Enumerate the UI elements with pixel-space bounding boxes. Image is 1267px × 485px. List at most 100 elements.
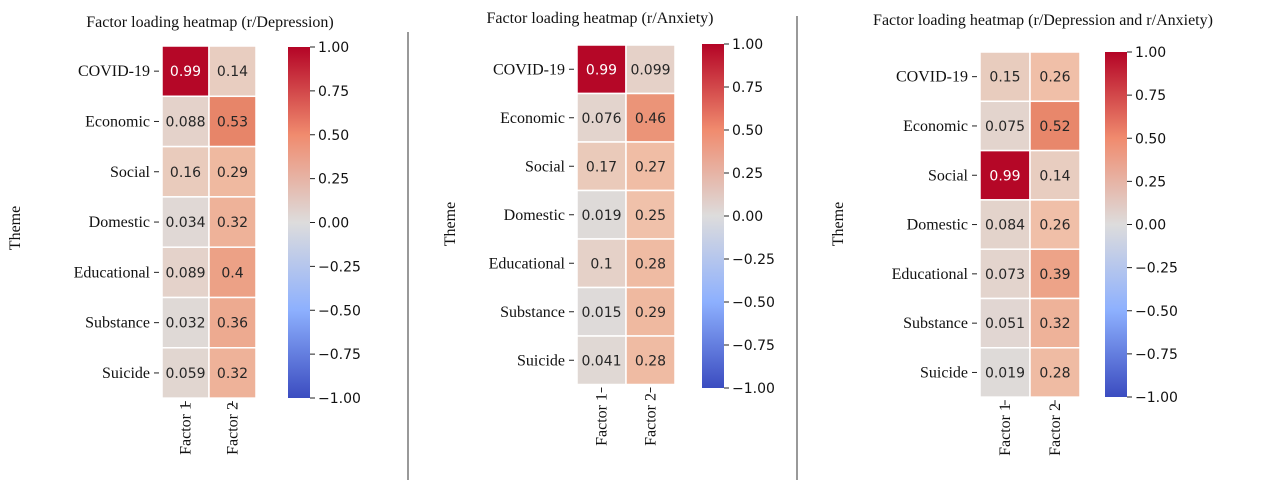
row-label: Domestic	[89, 214, 150, 231]
heatmap-cell	[208, 45, 257, 98]
cell-value-label: 0.14	[1039, 168, 1070, 184]
row-label: Economic	[85, 113, 150, 130]
cell-value-label: 0.32	[1039, 316, 1070, 332]
cell-value-label: 0.32	[217, 215, 248, 231]
panel-title: Factor loading heatmap (r/Depression and…	[873, 12, 1213, 29]
row-label: Substance	[85, 315, 150, 332]
heatmap-cell	[1029, 347, 1081, 398]
row-label: Suicide	[102, 365, 150, 382]
panel-title: Factor loading heatmap (r/Depression)	[86, 14, 333, 31]
y-axis-title: Theme	[7, 206, 24, 250]
colorbar-tick-label: 0.75	[1135, 88, 1166, 104]
cell-value-label: 0.15	[989, 70, 1020, 86]
column-label: Factor 1	[997, 403, 1014, 456]
heatmap-panel: Factor loading heatmap (r/Depression and…	[830, 12, 1213, 456]
colorbar-tick-label: −0.75	[732, 338, 775, 354]
colorbar-tick-label: −1.00	[732, 381, 775, 397]
colorbar-tick-label: 1.00	[732, 37, 763, 53]
heatmap-cell	[208, 347, 257, 399]
column-label: Factor 2	[643, 393, 660, 446]
colorbar-tick-label: 0.25	[1135, 174, 1166, 190]
heatmap-cell	[625, 189, 676, 240]
heatmap-cell	[161, 296, 210, 349]
row-label: Substance	[500, 304, 565, 321]
colorbar-tick-label: −0.25	[732, 252, 775, 268]
heatmap-cell	[208, 196, 257, 248]
cell-value-label: 0.39	[1039, 267, 1070, 283]
colorbar-tick-label: −0.75	[318, 347, 361, 363]
row-label: Social	[110, 164, 151, 181]
cell-value-label: 0.015	[581, 305, 621, 321]
heatmap-cell	[1029, 149, 1081, 201]
cell-value-label: 0.073	[985, 267, 1025, 283]
heatmap-panel: Factor loading heatmap (r/Depression) 0.9…	[7, 14, 361, 455]
cell-value-label: 0.29	[217, 165, 248, 181]
colorbar-tick-label: 0.25	[732, 166, 763, 182]
colorbar-tick-label: 0.50	[318, 128, 349, 144]
cell-value-label: 0.53	[217, 114, 248, 130]
colorbar-tick-label: −0.50	[732, 295, 775, 311]
cell-value-label: 0.26	[1039, 70, 1070, 86]
colorbar-tick-label: 0.75	[732, 80, 763, 96]
column-label: Factor 1	[178, 402, 195, 455]
row-label: Educational	[74, 264, 151, 281]
cell-value-label: 0.99	[586, 62, 617, 78]
cell-value-label: 0.36	[217, 316, 248, 332]
colorbar	[702, 44, 724, 388]
cell-value-label: 0.28	[635, 256, 666, 272]
colorbar-tick-label: −1.00	[318, 391, 361, 407]
colorbar-tick-label: 0.00	[732, 209, 763, 225]
colorbar-tick-label: 0.75	[318, 84, 349, 100]
cell-value-label: 0.032	[165, 316, 205, 332]
cell-value-label: 0.4	[221, 265, 243, 281]
row-label: Substance	[903, 315, 968, 332]
colorbar-tick-label: −1.00	[1135, 390, 1178, 406]
heatmap-cell	[161, 347, 210, 399]
cell-value-label: 0.99	[989, 168, 1020, 184]
cell-value-label: 0.059	[165, 366, 205, 382]
row-label: Social	[525, 158, 566, 175]
cell-value-label: 0.28	[635, 353, 666, 369]
heatmap-cell	[576, 92, 627, 143]
colorbar-tick-label: −0.50	[318, 303, 361, 319]
cell-value-label: 0.14	[217, 64, 248, 80]
column-label: Factor 2	[225, 402, 242, 455]
cell-value-label: 0.25	[635, 208, 666, 224]
column-label: Factor 1	[594, 393, 611, 446]
cell-value-label: 0.051	[985, 316, 1025, 332]
heatmap-cell	[1029, 248, 1081, 300]
cell-value-label: 0.1	[590, 256, 612, 272]
heatmap-cell	[161, 196, 210, 248]
cell-value-label: 0.99	[170, 64, 201, 80]
cell-value-label: 0.041	[581, 353, 621, 369]
cell-value-label: 0.46	[635, 111, 666, 127]
row-label: Suicide	[920, 364, 968, 381]
colorbar-tick-label: −0.50	[1135, 304, 1178, 320]
colorbar-tick-label: 0.50	[732, 123, 763, 139]
heatmap-cell	[625, 238, 676, 289]
cell-value-label: 0.019	[581, 208, 621, 224]
y-axis-title: Theme	[442, 202, 459, 246]
cell-value-label: 0.29	[635, 305, 666, 321]
cell-value-label: 0.52	[1039, 119, 1070, 135]
cell-value-label: 0.16	[170, 165, 201, 181]
heatmap-cell	[576, 141, 627, 192]
row-label: COVID-19	[493, 61, 565, 78]
panel-title: Factor loading heatmap (r/Anxiety)	[486, 10, 713, 27]
cell-value-label: 0.075	[985, 119, 1025, 135]
cell-value-label: 0.26	[1039, 218, 1070, 234]
cell-value-label: 0.034	[165, 215, 205, 231]
heatmap-cell	[979, 347, 1031, 398]
cell-value-label: 0.019	[985, 365, 1025, 381]
cell-value-label: 0.099	[630, 62, 670, 78]
heatmap-cell	[208, 145, 257, 198]
heatmap-cell	[208, 296, 257, 349]
row-label: Educational	[892, 266, 969, 283]
heatmap-cell	[979, 297, 1031, 349]
column-label: Factor 2	[1047, 403, 1064, 456]
row-label: Economic	[903, 118, 968, 135]
heatmap-cell	[1029, 297, 1081, 349]
cell-value-label: 0.084	[985, 218, 1025, 234]
colorbar-tick-label: 0.00	[1135, 218, 1166, 234]
